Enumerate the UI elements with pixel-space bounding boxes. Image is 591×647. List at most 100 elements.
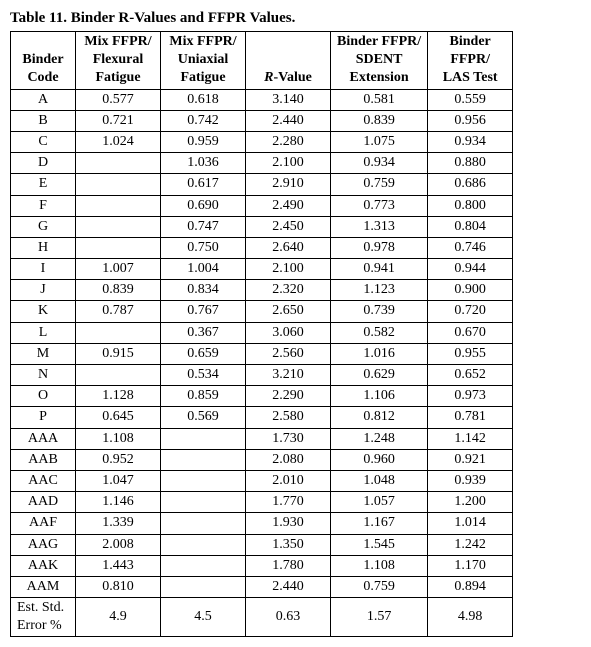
- cell-code: AAK: [11, 555, 76, 576]
- h3l2: R-Value: [264, 70, 312, 85]
- table-row: K0.7870.7672.6500.7390.720: [11, 301, 513, 322]
- cell-value: 1.242: [428, 534, 513, 555]
- table-row: M0.9150.6592.5601.0160.955: [11, 343, 513, 364]
- cell-value: 0.746: [428, 237, 513, 258]
- h5l0: Binder: [450, 34, 491, 49]
- cell-value: 1.200: [428, 492, 513, 513]
- cell-value: 1.313: [331, 216, 428, 237]
- col-header-5: Binder FFPR/ LAS Test: [428, 32, 513, 90]
- cell-value: 2.490: [246, 195, 331, 216]
- cell-value: 2.580: [246, 407, 331, 428]
- cell-value: [76, 216, 161, 237]
- cell-value: 0.659: [161, 343, 246, 364]
- cell-value: 0.941: [331, 259, 428, 280]
- cell-value: 1.146: [76, 492, 161, 513]
- h1l0: Mix FFPR/: [84, 34, 151, 49]
- cell-value: [161, 534, 246, 555]
- cell-value: 1.167: [331, 513, 428, 534]
- cell-value: 1.142: [428, 428, 513, 449]
- cell-value: 0.559: [428, 89, 513, 110]
- table-row: C1.0240.9592.2801.0750.934: [11, 131, 513, 152]
- table-row: D1.0362.1000.9340.880: [11, 153, 513, 174]
- h2l1: Uniaxial: [178, 52, 229, 67]
- cell-value: 0.960: [331, 449, 428, 470]
- cell-value: 1.036: [161, 153, 246, 174]
- footer-label: Est. Std. Error %: [11, 598, 76, 637]
- cell-value: 0.767: [161, 301, 246, 322]
- cell-value: 1.057: [331, 492, 428, 513]
- cell-value: 2.440: [246, 576, 331, 597]
- cell-value: 0.955: [428, 343, 513, 364]
- table-row: I1.0071.0042.1000.9410.944: [11, 259, 513, 280]
- cell-value: 0.629: [331, 365, 428, 386]
- cell-value: [76, 365, 161, 386]
- cell-value: 0.973: [428, 386, 513, 407]
- footer-l1: Est. Std.: [17, 600, 64, 615]
- cell-value: 1.007: [76, 259, 161, 280]
- cell-value: 1.730: [246, 428, 331, 449]
- table-row: AAB0.9522.0800.9600.921: [11, 449, 513, 470]
- cell-code: AAA: [11, 428, 76, 449]
- cell-value: 1.108: [331, 555, 428, 576]
- cell-value: [161, 555, 246, 576]
- table-footer-row: Est. Std. Error % 4.9 4.5 0.63 1.57 4.98: [11, 598, 513, 637]
- col-header-2: Mix FFPR/ Uniaxial Fatigue: [161, 32, 246, 90]
- cell-value: 0.747: [161, 216, 246, 237]
- table-row: P0.6450.5692.5800.8120.781: [11, 407, 513, 428]
- cell-code: AAD: [11, 492, 76, 513]
- cell-code: AAG: [11, 534, 76, 555]
- cell-value: 0.900: [428, 280, 513, 301]
- cell-value: 1.443: [76, 555, 161, 576]
- cell-value: 1.016: [331, 343, 428, 364]
- cell-value: 1.106: [331, 386, 428, 407]
- table-row: AAM0.8102.4400.7590.894: [11, 576, 513, 597]
- cell-value: 1.128: [76, 386, 161, 407]
- cell-value: 2.450: [246, 216, 331, 237]
- cell-value: 2.560: [246, 343, 331, 364]
- col-header-code: Binder Code: [11, 32, 76, 90]
- cell-value: 0.742: [161, 110, 246, 131]
- cell-value: [161, 513, 246, 534]
- cell-value: 0.939: [428, 470, 513, 491]
- table-row: AAK1.4431.7801.1081.170: [11, 555, 513, 576]
- table-row: L0.3673.0600.5820.670: [11, 322, 513, 343]
- cell-value: 0.804: [428, 216, 513, 237]
- cell-code: P: [11, 407, 76, 428]
- footer-v4: 1.57: [331, 598, 428, 637]
- table-row: N0.5343.2100.6290.652: [11, 365, 513, 386]
- cell-value: 0.915: [76, 343, 161, 364]
- cell-value: [161, 449, 246, 470]
- cell-value: 2.290: [246, 386, 331, 407]
- cell-value: [76, 153, 161, 174]
- cell-value: [161, 576, 246, 597]
- cell-value: 3.140: [246, 89, 331, 110]
- footer-v2: 4.5: [161, 598, 246, 637]
- h1l2: Fatigue: [95, 70, 140, 85]
- cell-value: 2.010: [246, 470, 331, 491]
- cell-value: 1.014: [428, 513, 513, 534]
- data-table: Binder Code Mix FFPR/ Flexural Fatigue M…: [10, 31, 513, 637]
- cell-value: 0.800: [428, 195, 513, 216]
- cell-value: 1.108: [76, 428, 161, 449]
- cell-value: 0.645: [76, 407, 161, 428]
- h2l0: Mix FFPR/: [169, 34, 236, 49]
- cell-value: 1.048: [331, 470, 428, 491]
- cell-value: 0.944: [428, 259, 513, 280]
- cell-value: 0.581: [331, 89, 428, 110]
- cell-value: 2.440: [246, 110, 331, 131]
- cell-code: E: [11, 174, 76, 195]
- table-row: AAF1.3391.9301.1671.014: [11, 513, 513, 534]
- h1l1: Flexural: [93, 52, 144, 67]
- cell-value: [76, 237, 161, 258]
- table-row: AAC1.0472.0101.0480.939: [11, 470, 513, 491]
- table-row: B0.7210.7422.4400.8390.956: [11, 110, 513, 131]
- cell-value: [76, 322, 161, 343]
- h2l2: Fatigue: [180, 70, 225, 85]
- cell-value: 0.686: [428, 174, 513, 195]
- cell-code: L: [11, 322, 76, 343]
- cell-value: [76, 174, 161, 195]
- table-row: H0.7502.6400.9780.746: [11, 237, 513, 258]
- table-head: Binder Code Mix FFPR/ Flexural Fatigue M…: [11, 32, 513, 90]
- cell-code: J: [11, 280, 76, 301]
- h4l0: Binder FFPR/: [337, 34, 421, 49]
